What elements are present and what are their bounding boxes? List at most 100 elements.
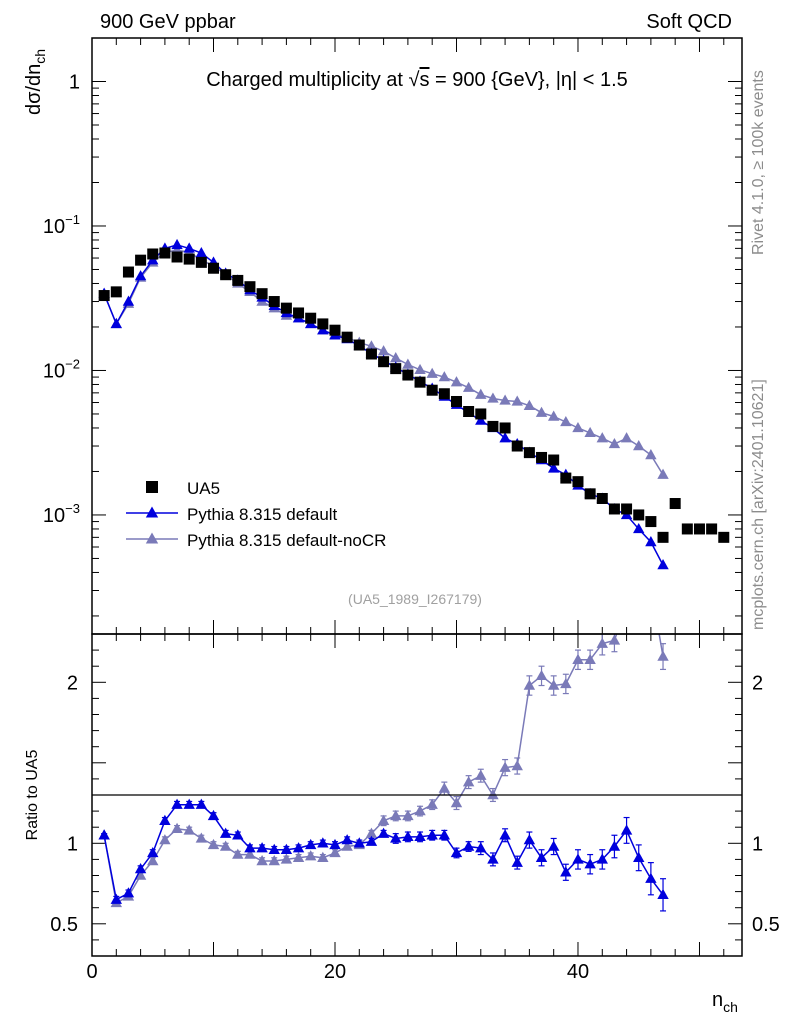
- data-point-ua5: [207, 262, 219, 274]
- ratio-point-nocr: [304, 850, 317, 861]
- ratio-point-default: [499, 829, 511, 840]
- ratio-point-nocr: [402, 809, 414, 821]
- x-axis-label-main: n: [712, 989, 723, 1011]
- ratio-point-default: [122, 887, 135, 898]
- ratio-point-default: [341, 834, 353, 845]
- ratio-tick-label-right: 0.5: [752, 914, 780, 936]
- ratio-point-default: [98, 829, 110, 840]
- data-point-nocr: [377, 345, 390, 356]
- ratio-tick-label: 0.5: [50, 914, 78, 936]
- legend-label-1: Pythia 8.315 default: [187, 505, 338, 524]
- ratio-point-default: [256, 842, 268, 853]
- ratio-point-nocr: [317, 851, 329, 862]
- ratio-point-default: [365, 835, 378, 846]
- ratio-point-nocr: [535, 669, 548, 681]
- data-point-ua5: [317, 318, 329, 330]
- data-point-nocr: [535, 406, 548, 417]
- data-point-ua5: [621, 503, 633, 515]
- data-point-nocr: [633, 440, 645, 451]
- data-point-ua5: [256, 288, 268, 300]
- data-point-nocr: [572, 421, 584, 433]
- ratio-point-default: [110, 893, 122, 904]
- ratio-point-default: [487, 853, 499, 864]
- legend-marker-0: [146, 481, 158, 493]
- ratio-point-nocr: [560, 677, 572, 689]
- ratio-panel-series: [98, 580, 669, 912]
- data-point-ua5: [220, 269, 232, 281]
- data-point-nocr: [450, 376, 463, 387]
- data-point-default: [645, 535, 657, 547]
- ratio-point-nocr: [329, 846, 341, 858]
- data-point-nocr: [560, 415, 572, 427]
- ratio-point-default: [547, 840, 560, 851]
- x-axis-label: nch: [712, 989, 738, 1015]
- data-point-ua5: [365, 348, 377, 360]
- ratio-point-default: [657, 888, 669, 900]
- data-point-ua5: [523, 447, 535, 459]
- data-point-ua5: [426, 384, 438, 396]
- ratio-point-nocr: [219, 840, 232, 851]
- data-point-nocr: [402, 358, 414, 369]
- ratio-point-default: [596, 853, 608, 864]
- data-point-nocr: [547, 410, 560, 421]
- y-tick-label-base: 10: [43, 505, 65, 527]
- data-point-ua5: [135, 254, 147, 266]
- ratio-point-nocr: [147, 855, 159, 866]
- y-tick-label-exp: −2: [65, 356, 80, 371]
- analysis-id: (UA5_1989_I267179): [348, 591, 482, 607]
- y-tick-label: 10−3: [43, 501, 80, 527]
- data-point-ua5: [669, 498, 681, 510]
- ratio-point-nocr: [596, 637, 608, 648]
- data-point-ua5: [633, 509, 645, 521]
- data-point-nocr: [438, 371, 451, 382]
- ratio-point-nocr: [584, 653, 596, 664]
- header-right: Soft QCD: [646, 11, 732, 33]
- data-point-ua5: [487, 420, 499, 432]
- data-point-default: [171, 238, 183, 250]
- data-point-ua5: [560, 472, 572, 484]
- title-sqrt: √: [409, 69, 420, 91]
- ratio-point-default: [280, 843, 293, 854]
- x-tick-label: 0: [86, 961, 97, 983]
- ratio-point-nocr: [292, 851, 305, 862]
- data-point-ua5: [402, 369, 414, 381]
- ratio-point-default: [219, 827, 232, 838]
- ratio-axis-label: Ratio to UA5: [24, 750, 41, 841]
- data-point-ua5: [98, 290, 110, 302]
- data-point-nocr: [511, 395, 523, 406]
- data-point-ua5: [645, 516, 657, 528]
- x-tick-label: 20: [324, 961, 346, 983]
- data-point-ua5: [159, 247, 171, 259]
- data-point-ua5: [511, 440, 523, 452]
- ratio-point-nocr: [426, 798, 438, 809]
- ratio-point-nocr: [341, 840, 353, 851]
- ratio-tick-label-right: 1: [752, 833, 763, 855]
- ratio-point-nocr: [645, 580, 656, 590]
- legend: UA5 Pythia 8.315 default Pythia 8.315 defa…: [126, 479, 386, 550]
- main-axis-ticks: 110−110−210−3: [43, 37, 742, 634]
- ratio-point-default: [620, 824, 633, 835]
- data-point-nocr: [499, 394, 511, 405]
- ratio-point-nocr: [499, 761, 511, 772]
- legend-label-0: UA5: [187, 479, 220, 498]
- ratio-point-default: [171, 798, 183, 809]
- data-point-ua5: [438, 388, 450, 400]
- data-point-ua5: [608, 503, 620, 515]
- data-point-ua5: [305, 312, 317, 324]
- ratio-point-nocr: [244, 848, 256, 859]
- ratio-point-default: [450, 846, 463, 858]
- data-point-ua5: [718, 531, 730, 543]
- data-point-nocr: [414, 363, 426, 375]
- y-axis-label-sub: ch: [32, 49, 48, 64]
- ratio-axis-ticks: 0 20 40 0.5 0.5 1 1 2 2: [50, 634, 780, 983]
- legend-marker-1: [145, 506, 159, 518]
- ratio-point-default: [377, 827, 390, 838]
- ratio-point-default: [317, 837, 329, 848]
- title-s: s: [419, 69, 429, 91]
- data-point-ua5: [390, 363, 402, 375]
- ratio-clip-group: [98, 580, 669, 912]
- y-tick-label: 1: [69, 71, 80, 93]
- ratio-point-default: [572, 853, 584, 864]
- data-point-ua5: [122, 266, 134, 278]
